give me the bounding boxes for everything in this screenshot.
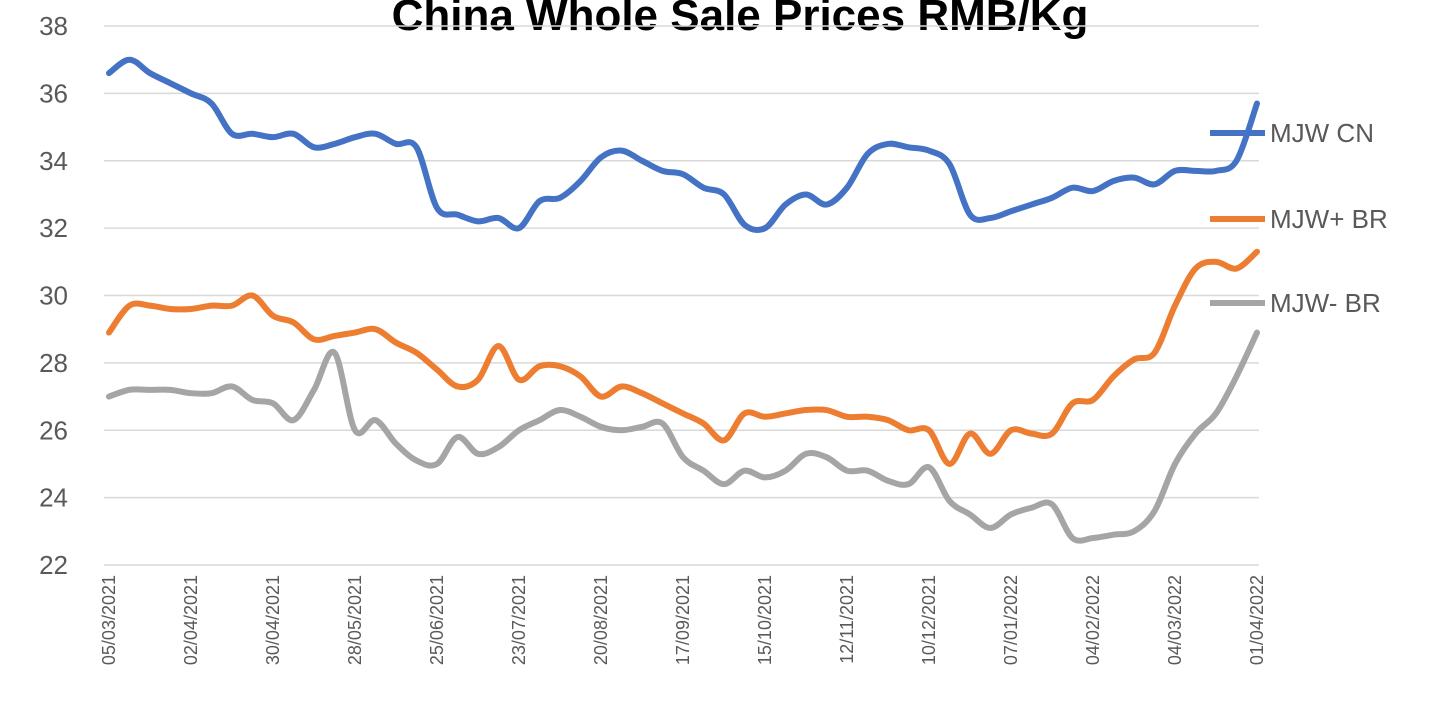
chart-title: China Whole Sale Prices RMB/Kg bbox=[392, 0, 1089, 40]
x-tick-label: 28/05/2021 bbox=[345, 575, 365, 665]
series-line bbox=[106, 329, 1260, 544]
y-tick-label: 36 bbox=[39, 78, 68, 108]
x-tick-label: 10/12/2021 bbox=[919, 575, 939, 665]
x-tick-label: 15/10/2021 bbox=[755, 575, 775, 665]
legend-label: MJW- BR bbox=[1270, 288, 1381, 318]
y-tick-label: 28 bbox=[39, 348, 68, 378]
y-tick-label: 30 bbox=[39, 281, 68, 311]
legend-label: MJW+ BR bbox=[1270, 204, 1388, 234]
y-tick-label: 34 bbox=[39, 146, 68, 176]
y-tick-label: 38 bbox=[39, 11, 68, 41]
y-tick-label: 32 bbox=[39, 213, 68, 243]
x-tick-label: 02/04/2021 bbox=[181, 575, 201, 665]
x-tick-label: 25/06/2021 bbox=[427, 575, 447, 665]
x-tick-label: 01/04/2022 bbox=[1247, 575, 1267, 665]
series-line bbox=[106, 248, 1260, 467]
series-line bbox=[106, 56, 1260, 234]
x-tick-label: 30/04/2021 bbox=[263, 575, 283, 665]
x-tick-label: 17/09/2021 bbox=[673, 575, 693, 665]
legend-label: MJW CN bbox=[1270, 118, 1374, 148]
x-tick-label: 23/07/2021 bbox=[509, 575, 529, 665]
x-tick-label: 05/03/2021 bbox=[99, 575, 119, 665]
x-tick-label: 20/08/2021 bbox=[591, 575, 611, 665]
x-tick-label: 12/11/2021 bbox=[837, 575, 857, 664]
x-tick-label: 04/02/2022 bbox=[1083, 575, 1103, 665]
y-tick-label: 24 bbox=[39, 483, 68, 513]
x-tick-label: 07/01/2022 bbox=[1001, 575, 1021, 665]
x-tick-label: 04/03/2022 bbox=[1165, 575, 1185, 665]
y-tick-label: 22 bbox=[39, 550, 68, 580]
y-tick-label: 26 bbox=[39, 415, 68, 445]
